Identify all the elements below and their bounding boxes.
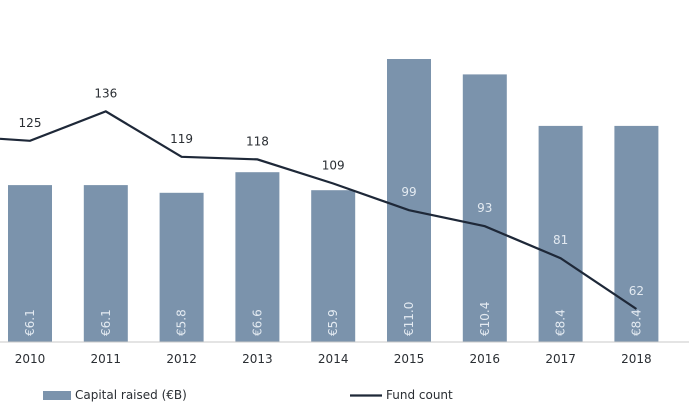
bar-value-label-2013: €6.6 (250, 309, 264, 336)
fund-count-label-2018: 62 (629, 284, 644, 298)
bar-value-label-2011: €6.1 (99, 309, 113, 336)
fund-count-label-2011: 136 (94, 86, 117, 100)
bar-2013 (235, 172, 280, 342)
fund-count-label-2016: 93 (477, 201, 492, 215)
legend-label-fund-count: Fund count (386, 388, 453, 402)
x-tick-2012: 2012 (166, 352, 197, 366)
x-tick-2015: 2015 (394, 352, 425, 366)
bar-2017 (538, 125, 583, 343)
bar-value-label-2018: €8.4 (629, 309, 643, 336)
bar-series (8, 59, 659, 343)
x-tick-2018: 2018 (621, 352, 652, 366)
bar-2018 (614, 125, 659, 343)
legend-swatch-capital (43, 391, 71, 400)
bar-2014 (311, 190, 356, 342)
fund-count-label-2013: 118 (246, 134, 269, 148)
bar-2015 (387, 59, 431, 342)
bar-2016 (462, 74, 507, 343)
x-tick-2010: 2010 (15, 352, 46, 366)
x-tick-2016: 2016 (470, 352, 501, 366)
bar-2011 (83, 185, 128, 342)
bar-value-label-2010: €6.1 (23, 309, 37, 336)
bar-value-label-2017: €8.4 (554, 309, 568, 336)
bar-value-label-2012: €5.8 (175, 309, 189, 336)
x-tick-2017: 2017 (545, 352, 576, 366)
fund-count-line (0, 110, 638, 310)
bar-value-label-2014: €5.9 (326, 309, 340, 336)
fund-count-label-2012: 119 (170, 132, 193, 146)
x-tick-labels: 2010 2011 2012 2013 2014 2015 2016 2017 2018 (15, 352, 652, 366)
bar-2010 (8, 185, 52, 342)
fund-count-label-2010: 125 (19, 116, 42, 130)
x-tick-2014: 2014 (318, 352, 349, 366)
fund-count-label-2014: 109 (322, 159, 345, 173)
x-tick-2011: 2011 (91, 352, 122, 366)
x-tick-2013: 2013 (242, 352, 273, 366)
bar-labels: €6.1 €6.1 €5.8 €6.6 €5.9 €11.0 €10.4 €8.4 €8.4 (23, 302, 643, 336)
line-labels: 125 136 119 118 109 99 93 81 62 (19, 86, 644, 298)
legend-label-capital: Capital raised (€B) (75, 388, 187, 402)
legend: Capital raised (€B) Fund count (43, 388, 453, 402)
fund-count-label-2015: 99 (401, 185, 416, 199)
bar-2012 (159, 192, 204, 342)
fund-count-label-2017: 81 (553, 233, 568, 247)
bar-value-label-2016: €10.4 (478, 302, 492, 336)
bar-value-label-2015: €11.0 (402, 302, 416, 336)
